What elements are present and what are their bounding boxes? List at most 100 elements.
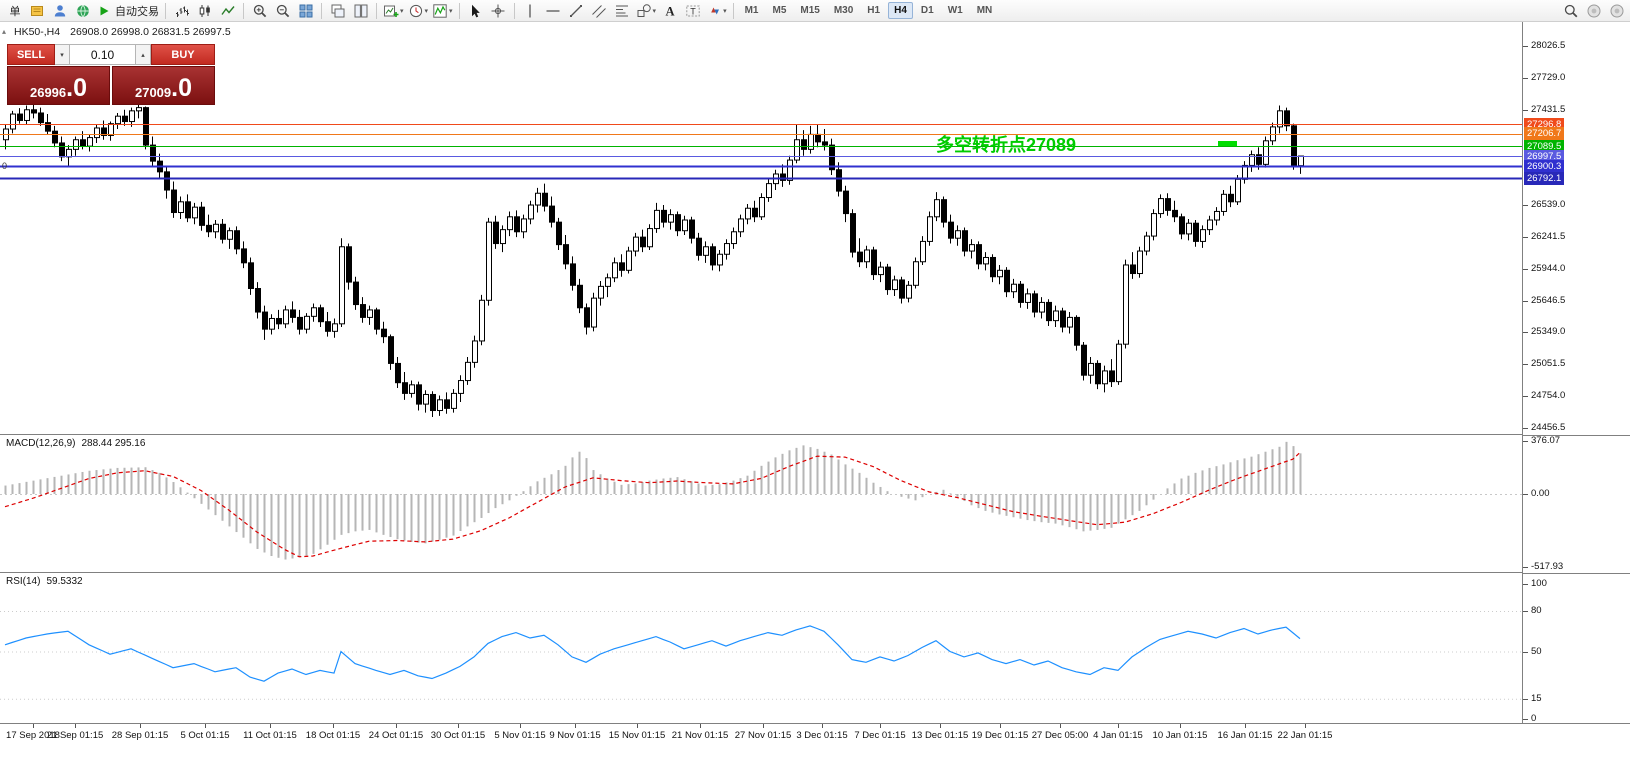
price-tick (1523, 268, 1528, 270)
community-button[interactable] (1582, 1, 1605, 20)
bar-chart-button[interactable] (170, 1, 193, 20)
zoom-out-button[interactable] (271, 1, 294, 20)
price-line-label-26997.5[interactable]: 26997.5 (1524, 149, 1565, 163)
price-tick (1523, 77, 1528, 79)
new-order-icon-button[interactable] (25, 1, 48, 20)
price-line-label-27206.7[interactable]: 27206.7 (1524, 127, 1565, 141)
price-scale[interactable]: 28026.5 27729.0 27431.5 26539.0 26241.5 25944… (1522, 22, 1630, 724)
timeframe-button-w1[interactable]: W1 (947, 5, 963, 16)
time-axis-label: 24 Oct 01:15 (368, 730, 424, 741)
timeframe-button-mn[interactable]: MN (976, 5, 993, 16)
price-line-label-27089.5[interactable]: 27089.5 (1524, 139, 1565, 153)
volume-up-icon[interactable]: ▴ (136, 44, 151, 65)
scale-separator-1 (1523, 434, 1630, 436)
indicators-menu-button[interactable]: ▾ (430, 1, 455, 20)
timeframe-button-m30[interactable]: M30 (833, 5, 854, 16)
tile-vertical-button[interactable] (349, 1, 372, 20)
time-tick (575, 724, 576, 728)
price-line-label-26900.3[interactable]: 26900.3 (1524, 159, 1565, 173)
time-tick (75, 724, 76, 728)
text-tool-button[interactable]: A (658, 1, 681, 20)
zoom-in-button[interactable] (248, 1, 271, 20)
timeframe-button-h4[interactable]: H4 (888, 2, 913, 19)
candles-layer (3, 103, 1304, 417)
time-tick (1000, 724, 1001, 728)
price-axis-label: 25646.5 (1531, 294, 1566, 306)
autotrade-button[interactable]: 自动交易 (94, 1, 161, 20)
rsi-axis-label: 15 (1531, 692, 1542, 704)
time-axis-label: 4 Jan 01:15 (1093, 730, 1143, 741)
timeframe-button-h1[interactable]: H1 (867, 5, 881, 16)
rsi-name: RSI(14) (6, 576, 41, 587)
timeframe-button-d1[interactable]: D1 (920, 5, 934, 16)
time-tick (458, 724, 459, 728)
cascade-windows-button[interactable] (326, 1, 349, 20)
timeframe-menu-button[interactable]: ▾ (406, 1, 431, 20)
order-button[interactable]: 单 (2, 1, 25, 20)
time-tick (940, 724, 941, 728)
crosshair-tool-button[interactable] (487, 1, 510, 20)
time-axis-label: 16 Jan 01:15 (1217, 730, 1273, 741)
toolbar-separator (732, 2, 734, 19)
globe-icon (76, 4, 89, 17)
cursor-tool-button[interactable] (464, 1, 487, 20)
time-axis-label: 22 Jan 01:15 (1277, 730, 1333, 741)
price-line-label-26792.1[interactable]: 26792.1 (1524, 171, 1565, 185)
buy-button[interactable]: BUY (151, 44, 215, 65)
time-tick (205, 724, 206, 728)
tileh-icon (354, 4, 368, 17)
time-scale[interactable]: 17 Sep 2018 21 Sep 01:15 28 Sep 01:15 5 Oct… (0, 723, 1630, 769)
sell-price-button[interactable]: 26996.0 (7, 66, 110, 105)
notifications-button[interactable] (1605, 1, 1628, 20)
search-button[interactable] (1559, 1, 1582, 20)
price-tick (1523, 45, 1528, 47)
scale-separator-2 (1523, 572, 1630, 574)
arrowset-icon (711, 7, 720, 14)
circle-icon (1587, 4, 1600, 17)
candle-chart-button[interactable] (193, 1, 216, 20)
macd-indicator-label: MACD(12,26,9) 288.44 295.16 (6, 438, 151, 449)
tile-windows-button[interactable] (294, 1, 317, 20)
time-tick (270, 724, 271, 728)
trendline-tool-button[interactable] (565, 1, 588, 20)
vline-tool-button[interactable] (519, 1, 542, 20)
toolbar-separator (243, 2, 244, 19)
line-chart-button[interactable] (216, 1, 239, 20)
hline-tool-button[interactable] (542, 1, 565, 20)
sell-price-fraction: .0 (66, 74, 87, 102)
new-chart-button[interactable]: ▾ (381, 1, 406, 20)
indicator-icon (433, 3, 447, 18)
market-watch-icon-button[interactable] (71, 1, 94, 20)
buy-price-button[interactable]: 27009.0 (112, 66, 215, 105)
time-axis-label: 28 Sep 01:15 (111, 730, 169, 741)
arrows-tool-button[interactable]: ▾ (704, 1, 729, 20)
timeframe-button-m15[interactable]: M15 (800, 5, 820, 16)
price-tick (1523, 109, 1528, 111)
rsi-tick (1523, 651, 1528, 653)
macd-axis-label: -517.93 (1531, 561, 1564, 572)
timeframe-button-m5[interactable]: M5 (772, 5, 787, 16)
collapse-one-click-icon[interactable]: ▴ (2, 27, 7, 36)
label-tool-button[interactable]: T (681, 1, 704, 20)
profile-icon-button[interactable] (48, 1, 71, 20)
time-axis-label: 7 Dec 01:15 (854, 730, 906, 741)
timeframe-button-m1[interactable]: M1 (744, 5, 759, 16)
price-axis-label: 24754.0 (1531, 390, 1566, 402)
shapes-tool-button[interactable]: ▾ (634, 1, 659, 20)
price-tick (1523, 428, 1528, 430)
chart-text-annotation[interactable]: 多空转折点27089 (936, 135, 1077, 155)
left-edge-marker: 0 (2, 161, 8, 171)
dropdown-caret-icon: ▾ (652, 7, 657, 15)
chart-header: HK50-,H4 26908.0 26998.0 26831.5 26997.5 (14, 26, 231, 38)
toolbar: 单 自动交易 ▾ ▾ ▾ ▾ A T ▾ M1 M5 M15 M30 H1 H4 D1 W1 MN (0, 0, 1630, 22)
price-axis-label: 25944.0 (1531, 262, 1566, 274)
channel-tool-button[interactable] (588, 1, 611, 20)
fibonacci-tool-button[interactable] (611, 1, 634, 20)
sell-button[interactable]: SELL (7, 44, 55, 65)
time-tick (333, 724, 334, 728)
volume-input[interactable] (70, 44, 136, 65)
volume-dropdown-icon[interactable]: ▾ (55, 44, 70, 65)
rsi-value: 59.5332 (46, 576, 83, 587)
